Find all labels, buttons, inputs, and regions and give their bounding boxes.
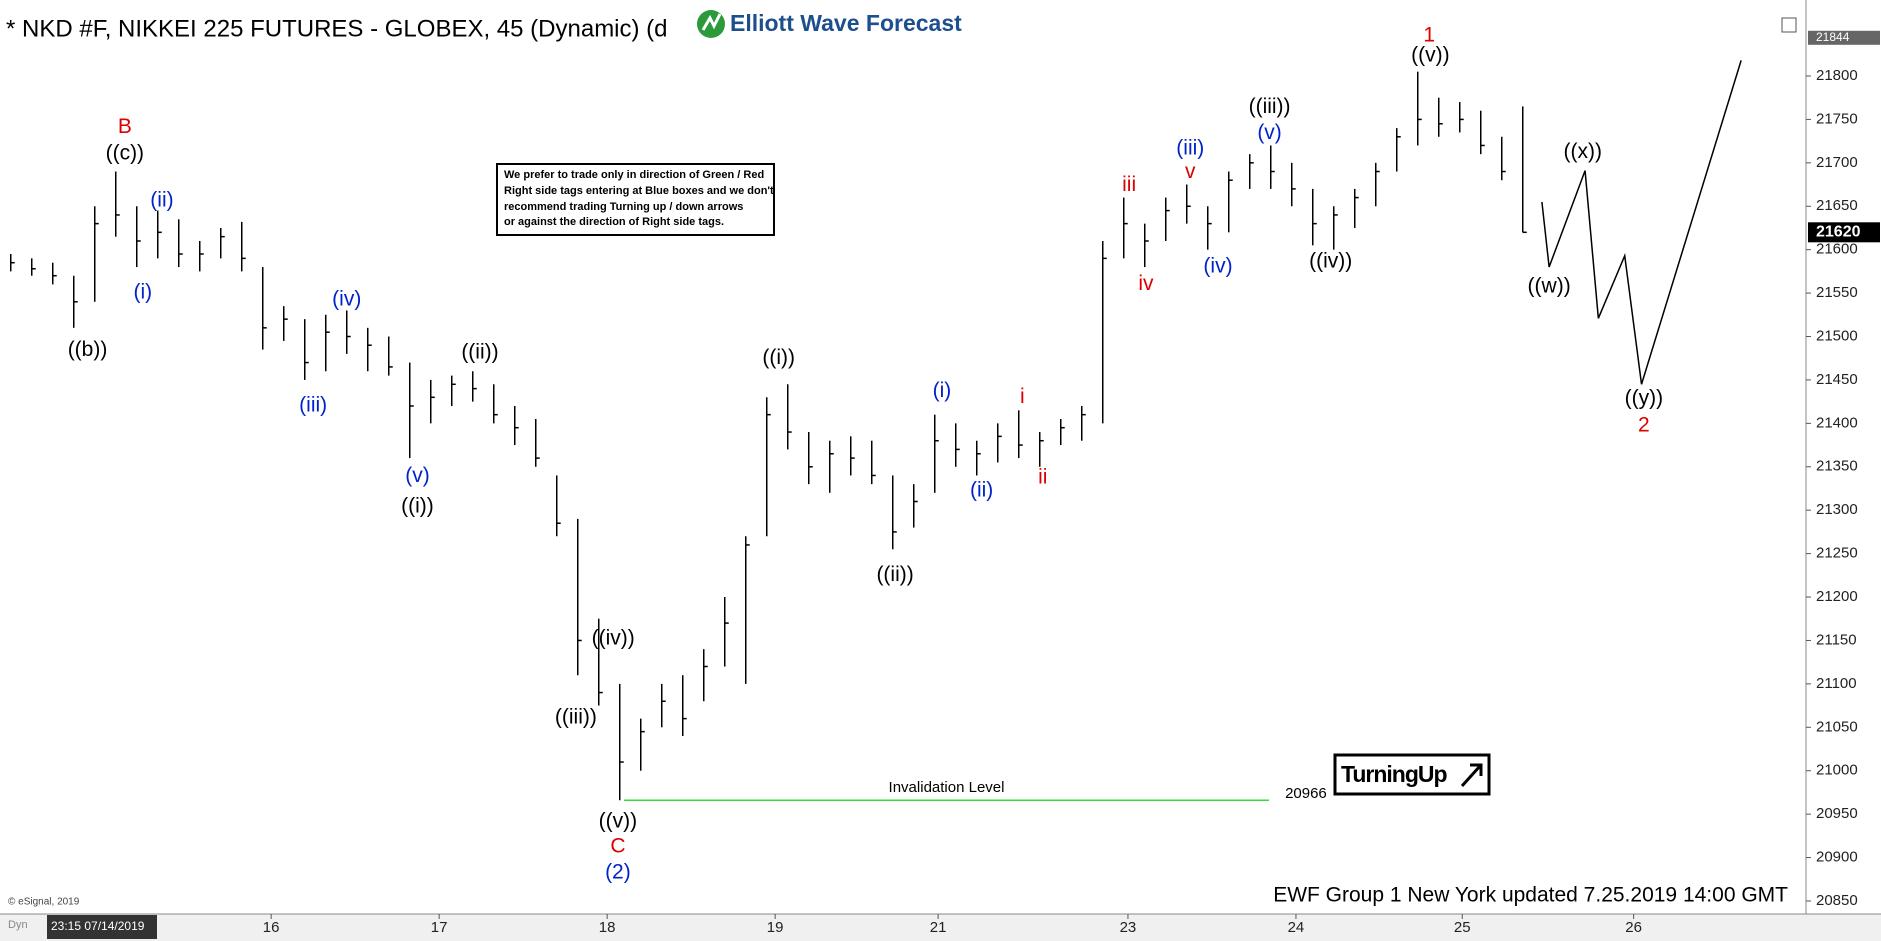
y-tick-label: 21400 <box>1816 414 1858 431</box>
wave-label: ((y)) <box>1625 387 1663 410</box>
wave-label: C <box>610 835 625 858</box>
footer: EWF Group 1 New York updated 7.25.2019 1… <box>1273 884 1788 907</box>
start-stamp: 23:15 07/14/2019 <box>51 919 145 933</box>
chart-title: * NKD #F, NIKKEI 225 FUTURES - GLOBEX, 4… <box>6 15 668 42</box>
y-tick-label: 20900 <box>1816 849 1858 866</box>
y-tick-label: 21650 <box>1816 197 1858 214</box>
y-tick-label: 21250 <box>1816 545 1858 562</box>
price-tag-box <box>1808 222 1880 243</box>
price-tag-label: 21844 <box>1816 30 1850 44</box>
badge-box <box>1333 753 1491 796</box>
date-strip <box>0 914 1881 941</box>
logo: Elliott Wave Forecast <box>692 5 964 43</box>
y-tick-label: 21050 <box>1816 718 1858 735</box>
y-tick-label: 21550 <box>1816 284 1858 301</box>
wave-label: ((ii)) <box>461 341 498 364</box>
y-tick-label: 21000 <box>1816 762 1858 779</box>
wave-label: (2) <box>605 861 631 884</box>
wave-label: (iii) <box>1176 136 1204 159</box>
wave-label: ((iii)) <box>555 705 597 728</box>
x-tick-label: 16 <box>263 919 280 936</box>
badge-arrow <box>1460 763 1483 788</box>
y-tick-label: 21100 <box>1816 675 1857 692</box>
price-tag-box <box>1808 30 1880 45</box>
price-tag-label: 21620 <box>1816 224 1861 241</box>
notice-line: or against the direction of Right side t… <box>504 216 724 228</box>
logo-icon <box>697 10 725 38</box>
start-stamp-box <box>47 915 157 939</box>
window-icon <box>1781 17 1797 33</box>
wave-label: ((iv)) <box>592 626 635 649</box>
y-tick-label: 21700 <box>1816 154 1858 171</box>
wave-label: ((iv)) <box>1309 249 1352 272</box>
price-bars <box>10 71 1527 801</box>
notice-line: Right side tags entering at Blue boxes a… <box>504 185 774 197</box>
y-tick-label: 21500 <box>1816 327 1858 344</box>
y-tick-label: 21750 <box>1816 110 1858 127</box>
wave-label: ((i)) <box>401 494 434 517</box>
y-tick-label: 21450 <box>1816 371 1858 388</box>
y-tick-label: 20850 <box>1816 892 1858 909</box>
badge-text: TurningUp <box>1341 761 1447 787</box>
wave-label: ((w)) <box>1528 275 1571 298</box>
wave-label: (v) <box>405 464 430 487</box>
wave-label: 2 <box>1638 414 1650 437</box>
projection-line <box>1541 60 1742 385</box>
wave-label: ((iii)) <box>1249 95 1291 118</box>
x-tick-label: 24 <box>1288 919 1305 936</box>
notice-line: recommend trading Turning up / down arro… <box>504 201 743 213</box>
x-tick-label: 21 <box>930 919 947 936</box>
logo-text: Elliott Wave Forecast <box>730 10 962 36</box>
invalidation-label: Invalidation Level <box>889 779 1005 796</box>
x-tick-label: 25 <box>1454 919 1471 936</box>
wave-label: (ii) <box>970 479 993 502</box>
y-tick-label: 21350 <box>1816 458 1858 475</box>
logo-box <box>692 5 964 43</box>
wave-label: v <box>1185 160 1196 183</box>
x-tick-label: 19 <box>767 919 784 936</box>
wave-label: (v) <box>1257 121 1282 144</box>
wave-label: (iv) <box>1203 255 1232 278</box>
wave-label: (ii) <box>150 189 173 212</box>
wave-label: ((v)) <box>1411 44 1449 67</box>
wave-label: ((v)) <box>599 809 637 832</box>
wave-label: iv <box>1138 272 1154 295</box>
x-tick-label: 18 <box>599 919 616 936</box>
notice-box <box>496 163 775 236</box>
wave-label: ii <box>1038 466 1047 489</box>
y-tick-label: 20950 <box>1816 805 1858 822</box>
wave-label: ((x)) <box>1563 140 1601 163</box>
dyn-label: Dyn <box>8 919 28 931</box>
x-tick-label: 23 <box>1120 919 1137 936</box>
wave-label: ((ii)) <box>876 563 913 586</box>
wave-label: ((i)) <box>762 346 795 369</box>
wave-label: B <box>118 115 132 138</box>
wave-label: (i) <box>933 379 952 402</box>
wave-label: ((c)) <box>106 142 144 165</box>
badge: TurningUp <box>1333 753 1491 796</box>
logo-icon-wave <box>701 13 722 31</box>
y-tick-label: 21300 <box>1816 501 1858 518</box>
wave-label: (i) <box>133 281 152 304</box>
wave-label: iii <box>1122 173 1136 196</box>
wave-label: (iii) <box>299 394 327 417</box>
x-tick-label: 26 <box>1625 919 1642 936</box>
y-tick-label: 21200 <box>1816 588 1858 605</box>
y-tick-label: 21150 <box>1816 631 1857 648</box>
wave-label: 1 <box>1423 24 1435 47</box>
y-tick-label: 21800 <box>1816 67 1858 84</box>
wave-label: (iv) <box>332 288 361 311</box>
wave-label: i <box>1020 385 1025 408</box>
copyright: © eSignal, 2019 <box>8 897 80 908</box>
notice-line: We prefer to trade only in direction of … <box>504 169 764 181</box>
notice: We prefer to trade only in direction of … <box>496 163 775 236</box>
y-tick-label: 21600 <box>1816 241 1858 258</box>
x-tick-label: 17 <box>431 919 448 936</box>
invalidation-value: 20966 <box>1285 785 1327 802</box>
wave-label: ((b)) <box>68 338 108 361</box>
